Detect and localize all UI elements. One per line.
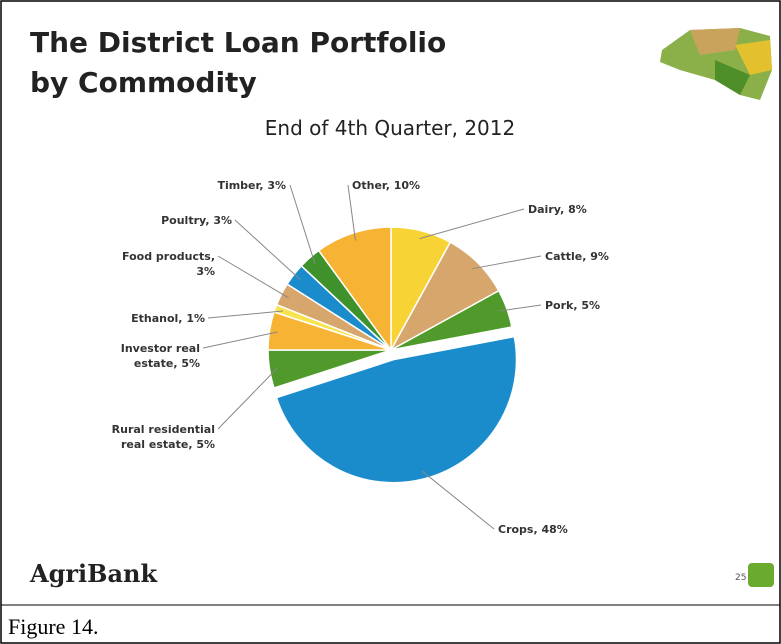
leader-line	[499, 304, 542, 312]
slice-label: Ethanol, 1%	[131, 312, 205, 325]
slice-label: Investor real estate, 5%	[121, 342, 200, 370]
leader-line	[234, 219, 301, 280]
slice-label: Pork, 5%	[545, 299, 600, 312]
logo-text: AgriBank	[29, 559, 158, 588]
slice-label: Poultry, 3%	[161, 214, 232, 227]
slice-label: Cattle, 9%	[545, 250, 609, 263]
slice-label: Food products, 3%	[122, 250, 215, 278]
chart-subtitle: End of 4th Quarter, 2012	[265, 116, 515, 140]
leader-line	[217, 367, 278, 430]
slice-label: Crops, 48%	[498, 523, 568, 536]
chart-title: The District Loan Portfolio by Commodity	[30, 26, 446, 99]
leader-line	[419, 208, 525, 240]
leader-line	[289, 184, 316, 264]
logo-map	[660, 28, 772, 100]
slice-label: Timber, 3%	[217, 179, 286, 192]
leader-line	[421, 470, 495, 530]
pie-slice	[317, 226, 392, 353]
slice-label: Other, 10%	[352, 179, 420, 192]
leader-line	[217, 255, 289, 299]
leader-line	[202, 331, 278, 349]
leaf-icon	[748, 563, 774, 587]
pie-slice	[390, 289, 513, 351]
page-number: 25	[735, 573, 746, 583]
leader-line	[472, 255, 542, 270]
pie-slice	[275, 335, 518, 484]
leader-line	[347, 184, 356, 241]
slice-label: Dairy, 8%	[528, 203, 587, 216]
slice-label: Rural residential real estate, 5%	[112, 423, 215, 451]
leader-line	[207, 310, 283, 319]
caption: Figure 14.	[8, 614, 98, 639]
